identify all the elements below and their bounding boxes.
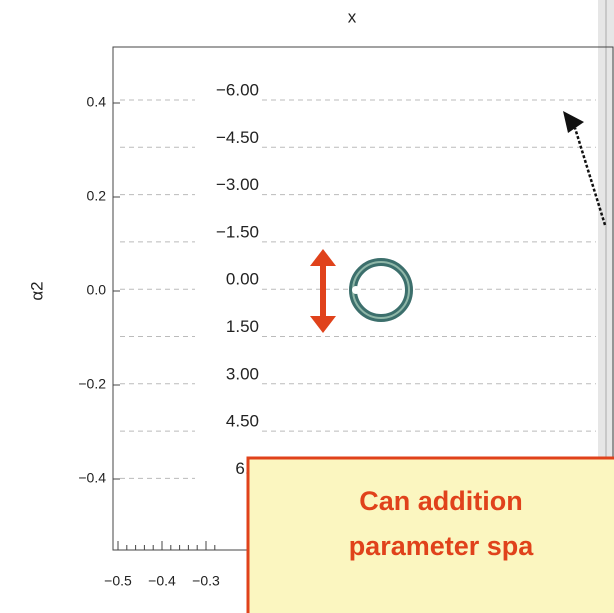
- double-arrow: [310, 249, 336, 333]
- level-label: 1.50: [226, 317, 259, 336]
- level-label: −6.00: [216, 80, 259, 99]
- level-label: −1.50: [216, 222, 259, 241]
- y-tick-label: −0.4: [78, 470, 106, 486]
- y-tick-label: −0.2: [78, 376, 106, 392]
- x-tick-label: −0.5: [104, 573, 132, 589]
- level-label: −4.50: [216, 128, 259, 147]
- level-label: 4.50: [226, 412, 259, 431]
- x-axis-label: x: [348, 7, 357, 26]
- pointer-arrow: [563, 111, 607, 226]
- x-tick-label: −0.4: [148, 573, 176, 589]
- level-label: 3.00: [226, 364, 259, 383]
- callout-box: [246, 456, 614, 613]
- ring: [349, 258, 413, 322]
- y-axis-label: α2: [27, 281, 46, 300]
- callout-text: Can addition: [359, 486, 523, 516]
- x-tick-label: −0.3: [192, 573, 220, 589]
- y-tick-label: 0.4: [87, 94, 107, 110]
- level-label: −3.00: [216, 175, 259, 194]
- plot-content: 0.4 0.2 0.0 −0.2 −0.4 −0.5 −0.4 −0.3 −6.00 −4.50 −…: [78, 80, 596, 589]
- level-label: 0.00: [226, 270, 259, 289]
- y-tick-label: 0.2: [87, 188, 107, 204]
- y-tick-label: 0.0: [87, 282, 107, 298]
- callout-text: parameter spa: [349, 531, 535, 561]
